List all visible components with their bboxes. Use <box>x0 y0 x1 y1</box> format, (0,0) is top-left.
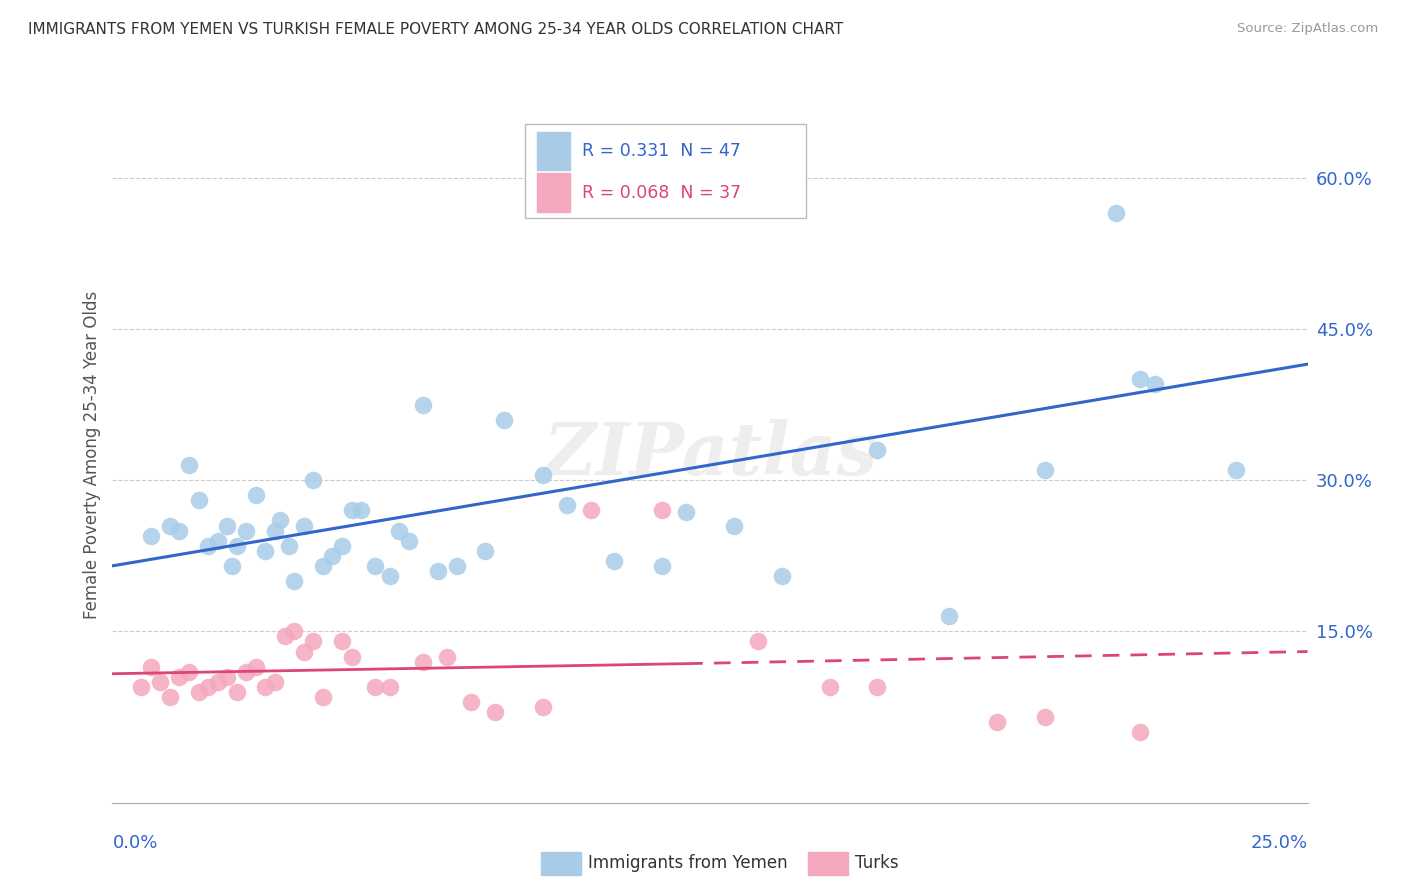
Point <box>747 634 769 648</box>
Point <box>159 690 181 704</box>
Point <box>474 543 496 558</box>
Point <box>254 543 277 558</box>
Point <box>235 524 257 538</box>
Text: 0.0%: 0.0% <box>112 834 157 852</box>
Point <box>169 524 191 538</box>
Point <box>1105 206 1128 220</box>
Point <box>254 680 277 694</box>
Point <box>264 524 287 538</box>
Point <box>187 493 209 508</box>
Text: R = 0.331  N = 47: R = 0.331 N = 47 <box>582 142 741 160</box>
Point <box>986 715 1008 730</box>
Point <box>364 680 387 694</box>
Point <box>273 629 295 643</box>
FancyBboxPatch shape <box>524 124 806 219</box>
Point <box>217 518 239 533</box>
Point <box>330 539 353 553</box>
Point <box>388 524 411 538</box>
Point <box>675 505 697 519</box>
Point <box>149 674 172 689</box>
Point <box>159 518 181 533</box>
Point <box>1225 463 1247 477</box>
Point <box>412 655 434 669</box>
Point <box>292 518 315 533</box>
Point <box>302 473 325 487</box>
Point <box>187 685 209 699</box>
Point <box>129 680 152 694</box>
Point <box>283 574 305 588</box>
Text: 25.0%: 25.0% <box>1250 834 1308 852</box>
Y-axis label: Female Poverty Among 25-34 Year Olds: Female Poverty Among 25-34 Year Olds <box>83 291 101 619</box>
Point <box>484 705 506 719</box>
Point <box>312 558 335 573</box>
Point <box>221 558 243 573</box>
Point <box>139 528 162 542</box>
Text: IMMIGRANTS FROM YEMEN VS TURKISH FEMALE POVERTY AMONG 25-34 YEAR OLDS CORRELATIO: IMMIGRANTS FROM YEMEN VS TURKISH FEMALE … <box>28 22 844 37</box>
Point <box>312 690 335 704</box>
Point <box>818 680 841 694</box>
Point <box>531 468 554 483</box>
Point <box>426 564 449 578</box>
Point <box>770 569 793 583</box>
Point <box>446 558 468 573</box>
Point <box>350 503 373 517</box>
Point <box>321 549 343 563</box>
Point <box>1033 463 1056 477</box>
Point <box>139 659 162 673</box>
Point <box>207 674 229 689</box>
Point <box>579 503 602 517</box>
Point <box>269 513 291 527</box>
Point <box>866 442 889 457</box>
Point <box>436 649 458 664</box>
Point <box>1033 710 1056 724</box>
Point <box>398 533 420 548</box>
Point <box>494 412 516 426</box>
Point <box>197 539 219 553</box>
Point <box>531 700 554 714</box>
Point <box>302 634 325 648</box>
Point <box>460 695 482 709</box>
Point <box>651 503 673 517</box>
Point <box>207 533 229 548</box>
Point <box>555 499 578 513</box>
Point <box>217 670 239 684</box>
Point <box>225 539 247 553</box>
Point <box>1129 725 1152 739</box>
Point <box>938 609 960 624</box>
Point <box>197 680 219 694</box>
Point <box>245 488 267 502</box>
Text: Turks: Turks <box>855 855 898 872</box>
Bar <box>537 132 571 170</box>
Point <box>245 659 267 673</box>
Point <box>866 680 889 694</box>
Point <box>283 624 305 639</box>
Text: ZIPatlas: ZIPatlas <box>543 419 877 491</box>
Point <box>278 539 301 553</box>
Point <box>412 397 434 411</box>
Bar <box>537 173 571 211</box>
Text: Source: ZipAtlas.com: Source: ZipAtlas.com <box>1237 22 1378 36</box>
Point <box>364 558 387 573</box>
Point <box>651 558 673 573</box>
Point <box>225 685 247 699</box>
Point <box>603 554 626 568</box>
Point <box>169 670 191 684</box>
Point <box>177 458 200 472</box>
Point <box>264 674 287 689</box>
Text: R = 0.068  N = 37: R = 0.068 N = 37 <box>582 184 741 202</box>
Point <box>330 634 353 648</box>
Point <box>378 569 401 583</box>
Point <box>1143 377 1166 392</box>
Point <box>378 680 401 694</box>
Text: Immigrants from Yemen: Immigrants from Yemen <box>588 855 787 872</box>
Point <box>340 503 363 517</box>
Point <box>1129 372 1152 386</box>
Point <box>292 644 315 658</box>
Point <box>177 665 200 679</box>
Point <box>235 665 257 679</box>
Point <box>723 518 745 533</box>
Point <box>340 649 363 664</box>
